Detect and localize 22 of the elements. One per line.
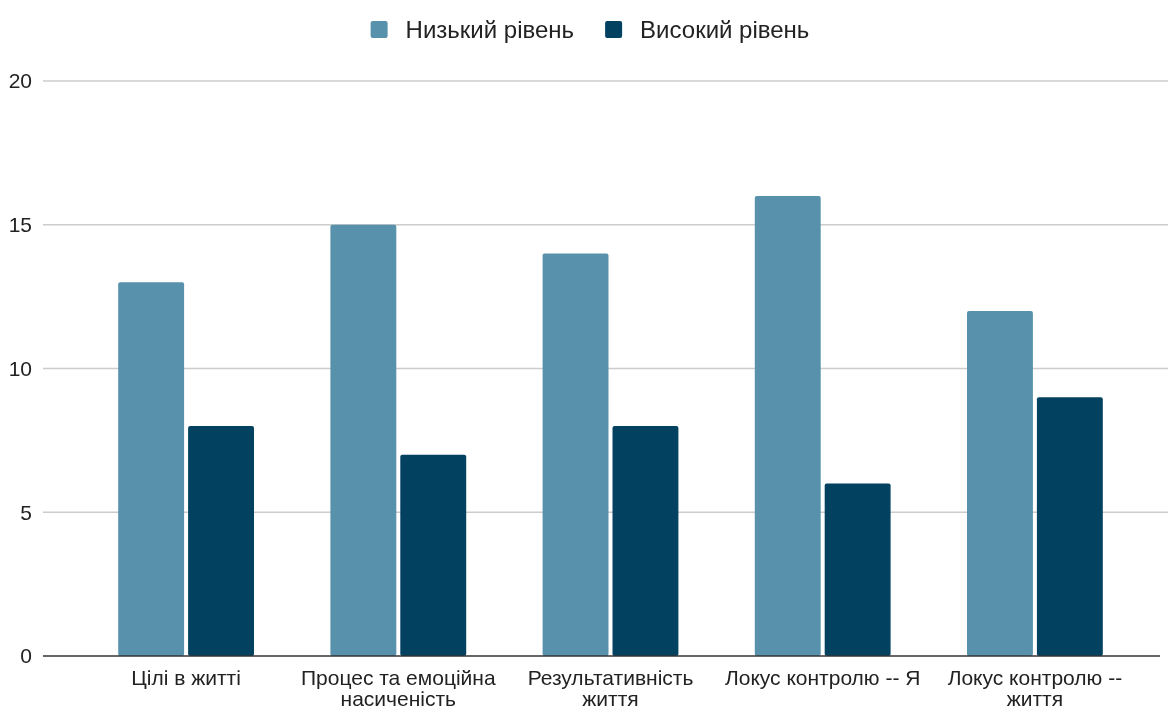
x-tick-label: Процес та емоційна насиченість (300, 666, 496, 710)
x-tick-label: Результативність життя (527, 666, 694, 710)
y-tick-label: 10 (8, 356, 32, 380)
x-tick-label: Цілі в житті (131, 666, 241, 689)
bar (188, 426, 254, 656)
y-tick-label: 0 (20, 644, 32, 668)
bar (542, 253, 609, 656)
bar (612, 426, 679, 656)
x-tick-label: Локус контролю -- життя (947, 666, 1123, 710)
bar (118, 282, 185, 656)
y-tick-label: 5 (20, 500, 32, 524)
bar (754, 196, 821, 656)
bar (400, 454, 467, 656)
bar (824, 483, 891, 656)
bar (330, 224, 397, 656)
legend-label: Низький рівень (405, 16, 575, 44)
y-tick-label: 20 (8, 69, 32, 93)
x-tick-label: Локус контролю -- Я (724, 666, 921, 689)
bar (967, 311, 1033, 656)
bar (1036, 397, 1103, 656)
y-tick-label: 15 (8, 213, 32, 237)
legend-label: Високий рівень (640, 16, 810, 44)
